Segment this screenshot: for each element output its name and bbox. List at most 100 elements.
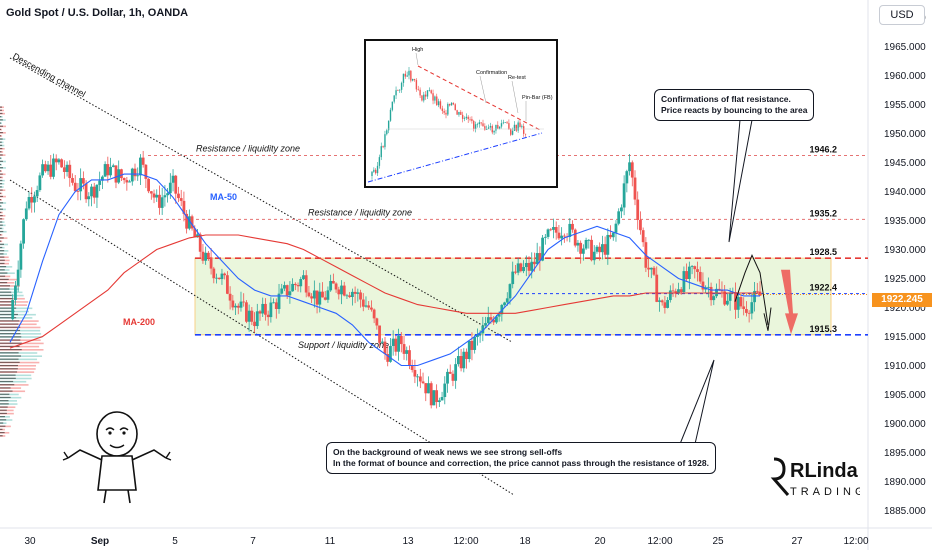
inset-candle-body [432,93,434,101]
candle-body [223,273,227,276]
volume-profile-bar-dark [0,202,4,204]
y-tick-label: 1905.000 [884,390,926,401]
zone-label: Support / liquidity zone [298,340,389,350]
x-tick-label: 12:00 [647,536,672,547]
inset-candle-body [517,122,519,131]
projection-arrowhead [763,307,772,331]
candle-body [331,280,335,284]
volume-profile-bar-dark [0,288,10,290]
candle-body [562,235,566,237]
candle-body [38,175,42,191]
volume-profile-bar [0,119,6,121]
volume-profile-bar-dark [0,406,8,408]
inset-candle-body [510,129,512,135]
candle-body [736,297,740,310]
candle-body [264,303,267,315]
inset-candle-body [502,122,505,124]
candle-body [103,164,107,177]
candle-body [470,340,474,350]
x-tick-label: Sep [91,536,109,547]
candle-body [136,175,140,177]
candle-body [622,183,626,208]
candle-body [144,164,148,179]
candle-body [345,295,349,297]
candle-body [660,300,664,303]
candle-body [451,373,455,381]
candle-body [427,383,430,394]
inset-candle-body [493,130,495,133]
volume-profile-bar-dark [0,160,3,162]
volume-profile-bar-dark [0,384,15,386]
candle-body [720,290,724,292]
candle-body [492,319,496,323]
y-tick-label: 1900.000 [884,419,926,430]
x-tick-label: 27 [791,536,803,547]
candle-body [340,285,343,295]
inset-candle-body [452,102,455,105]
candle-body [190,216,194,229]
candle-body [304,275,308,293]
volume-profile-bar-dark [0,269,5,271]
candle-body [410,365,414,370]
inset-candle-body [473,121,475,130]
volume-profile-bar-dark [0,425,6,427]
volume-profile-bar-dark [0,214,3,217]
candle-body [43,164,47,172]
volume-profile-bar-dark [0,205,1,207]
inset-candle-body [428,90,431,91]
candle-body [293,283,297,286]
candle-body [149,191,153,194]
volume-profile-bar-dark [0,173,3,175]
candle-body [527,262,531,271]
candle-body [620,207,623,212]
inset-candle-body [465,116,468,119]
shrug-meme-image [62,411,172,504]
candle-body [677,289,680,294]
volume-profile-bar-dark [0,259,5,261]
candle-body [690,266,694,267]
volume-profile-bar-dark [0,361,20,363]
volume-profile-bar-dark [0,116,2,118]
inset-candle-body [480,122,482,124]
x-tick-label: 12:00 [843,536,868,547]
candle-body [198,234,202,252]
candle-body [459,356,463,369]
candle-body [337,289,341,295]
candle-body [245,302,248,322]
volume-profile-bar-dark [0,345,20,348]
candle-body [367,305,371,308]
x-tick-label: 30 [24,536,36,547]
inset-candle-body [497,124,499,129]
candle-body [266,314,270,318]
currency-button[interactable]: USD [879,5,925,25]
volume-profile-bar-dark [0,154,3,156]
candle-body [462,351,466,369]
candle-body [755,290,759,292]
volume-profile-bar-dark [0,403,9,405]
candle-body [147,178,150,192]
candle-body [288,291,292,296]
volume-profile-bar-dark [0,358,19,360]
candle-body [206,252,210,258]
candle-body [435,390,439,403]
volume-profile-bar-dark [0,390,13,392]
volume-profile-bar-dark [0,307,17,309]
inset-candle-body [373,169,375,172]
volume-profile-bar-dark [0,192,2,194]
candle-body [234,305,237,308]
candle-body [163,195,167,198]
candle-body [440,397,444,401]
candle-body [46,164,50,172]
candle-body [323,297,327,300]
inset-candle-body [489,126,492,128]
volume-profile-bar-dark [0,227,2,229]
inset-candle-body [393,95,395,102]
candle-body [220,273,224,280]
candle-body [658,300,661,302]
candle-body [71,178,74,183]
channel-lower-line [9,179,515,496]
candle-body [397,336,400,352]
candle-body [516,263,520,273]
y-tick-label: 1890.000 [884,477,926,488]
candle-body [158,194,161,208]
